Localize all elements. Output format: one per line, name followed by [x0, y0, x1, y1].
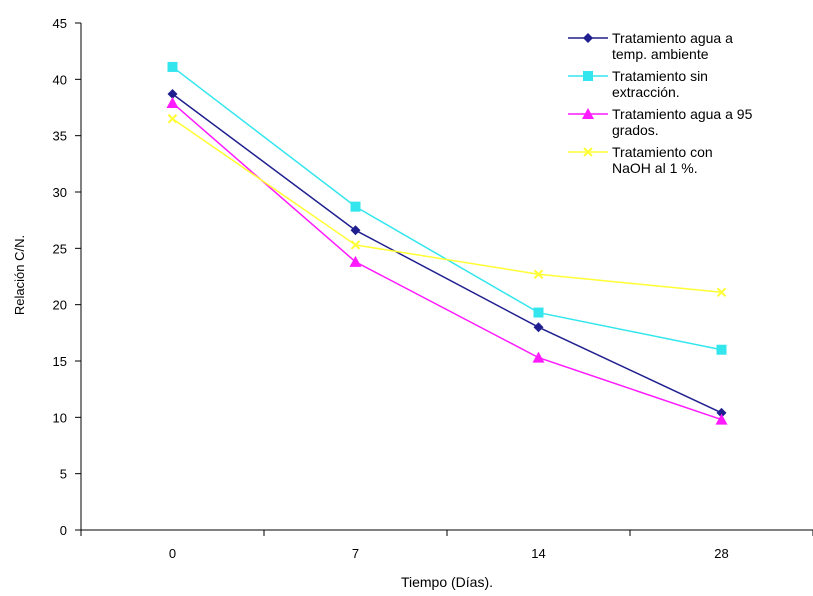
legend-label-line: Tratamiento agua a [612, 30, 733, 46]
legend-label-line: temp. ambiente [612, 46, 709, 62]
legend-label: Tratamiento con NaOH al 1 %. [612, 144, 713, 176]
legend-label-line: extracción. [612, 84, 680, 100]
y-tick-label: 0 [60, 523, 67, 538]
data-point [532, 351, 545, 363]
legend-label-line: Tratamiento con [612, 144, 713, 160]
data-point [349, 255, 362, 267]
legend-swatch-marker [583, 147, 593, 157]
data-point [716, 407, 727, 418]
x-tick-label: 0 [169, 546, 176, 561]
data-point [166, 96, 179, 108]
series-line [172, 118, 722, 294]
legend-entry-2: Tratamiento sin extracción. [568, 68, 708, 100]
x-axis-ticks: 0 7 14 28 [80, 530, 813, 561]
data-point [350, 201, 361, 212]
series-group [166, 61, 728, 425]
y-axis-label: Relación C/N. [12, 235, 27, 315]
data-point [350, 225, 361, 236]
legend-entry-4: Tratamiento con NaOH al 1 %. [568, 144, 713, 176]
legend-swatch-marker [582, 108, 594, 119]
axes [80, 23, 813, 531]
y-tick-label: 45 [53, 16, 67, 31]
data-point [533, 322, 544, 333]
legend-entry-1: Tratamiento agua a temp. ambiente [568, 30, 733, 62]
legend-label-line: Tratamiento agua a 95 [612, 106, 753, 122]
x-tick-label: 28 [714, 546, 728, 561]
legend-label: Tratamiento agua a 95 grados. [612, 106, 753, 138]
x-tick-label: 7 [352, 546, 359, 561]
legend-label-line: grados. [612, 122, 659, 138]
data-point [716, 287, 727, 297]
legend-entry-3: Tratamiento agua a 95 grados. [568, 106, 753, 138]
y-tick-label: 25 [53, 241, 67, 256]
data-point [350, 240, 361, 250]
legend-label-line: Tratamiento sin [612, 68, 708, 84]
y-tick-label: 40 [53, 72, 67, 87]
legend: Tratamiento agua a temp. ambienteTratamie… [568, 30, 753, 176]
legend-label: Tratamiento agua a temp. ambiente [612, 30, 733, 62]
legend-label-line: NaOH al 1 %. [612, 160, 698, 176]
data-point [533, 269, 544, 279]
y-tick-label: 15 [53, 354, 67, 369]
y-tick-label: 5 [60, 467, 67, 482]
series-4 [167, 114, 727, 297]
data-point [167, 88, 178, 99]
legend-swatch-marker [583, 33, 593, 43]
legend-label: Tratamiento sin extracción. [612, 68, 708, 100]
y-tick-label: 30 [53, 185, 67, 200]
series-line [172, 93, 722, 414]
data-point [716, 344, 727, 355]
data-point [715, 413, 728, 425]
y-tick-label: 10 [53, 410, 67, 425]
x-tick-label: 14 [531, 546, 545, 561]
legend-swatch-marker [583, 71, 593, 81]
x-axis-label: Tiempo (Días). [401, 574, 493, 590]
series-1 [167, 88, 727, 418]
y-tick-label: 35 [53, 129, 67, 144]
y-axis-ticks: 0 5 10 15 20 25 30 35 40 45 [53, 16, 81, 538]
data-point [167, 114, 178, 124]
data-point [167, 61, 178, 72]
data-point [533, 307, 544, 318]
y-tick-label: 20 [53, 298, 67, 313]
